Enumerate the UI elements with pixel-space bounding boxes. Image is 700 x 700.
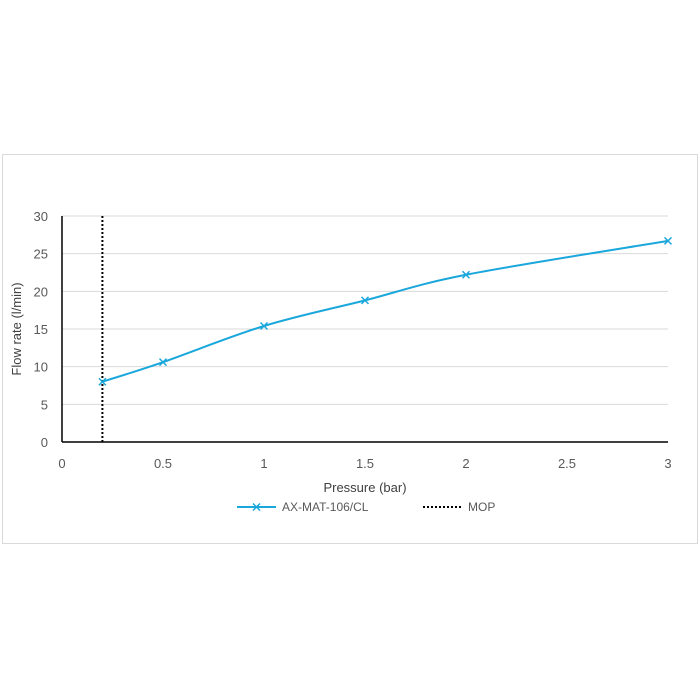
y-tick-label: 15 [34,322,48,337]
series [98,216,673,442]
data-point-marker [98,377,107,386]
marker-stroke [158,358,168,367]
marker-stroke [663,236,673,245]
x-tick-label: 2 [462,456,469,471]
series-line-ax-mat-106-cl [102,239,669,383]
gridlines [62,215,668,405]
tick-labels: 0 5 10 15 20 25 30 0 0.5 1 1.5 2 2.5 3 [34,209,672,471]
y-tick-label: 0 [41,435,48,450]
data-point-marker [360,296,370,305]
x-axis-title: Pressure (bar) [323,480,406,495]
axes [61,216,668,443]
chart-container: 0 5 10 15 20 25 30 0 0.5 1 1.5 2 2.5 3 Pressure (bar)… [2,154,698,544]
x-tick-label: 0.5 [154,456,172,471]
y-tick-label: 25 [34,247,48,262]
data-point-marker [461,270,471,279]
legend: AX-MAT-106/CL MOP [237,500,495,514]
x-tick-label: 3 [664,456,671,471]
y-tick-label: 20 [34,284,48,299]
legend-label-mop: MOP [468,500,495,514]
y-tick-label: 10 [34,360,48,375]
y-tick-label: 30 [34,209,48,224]
data-point-marker [259,321,269,331]
legend-label-ax-mat-106-cl: AX-MAT-106/CL [282,500,369,514]
legend-marker [252,502,261,512]
x-tick-label: 2.5 [558,456,576,471]
marker-stroke [461,270,471,279]
y-tick-label: 5 [41,397,48,412]
data-point-marker [663,236,673,245]
marker-stroke [98,377,107,386]
x-tick-label: 1.5 [356,456,374,471]
y-axis-title: Flow rate (l/min) [9,282,24,375]
marker-stroke [360,296,370,305]
marker-stroke [259,321,269,331]
x-tick-label: 1 [260,456,267,471]
x-tick-label: 0 [58,456,65,471]
line-chart: 0 5 10 15 20 25 30 0 0.5 1 1.5 2 2.5 3 Pressure (bar)… [9,209,673,514]
data-point-marker [158,358,168,367]
